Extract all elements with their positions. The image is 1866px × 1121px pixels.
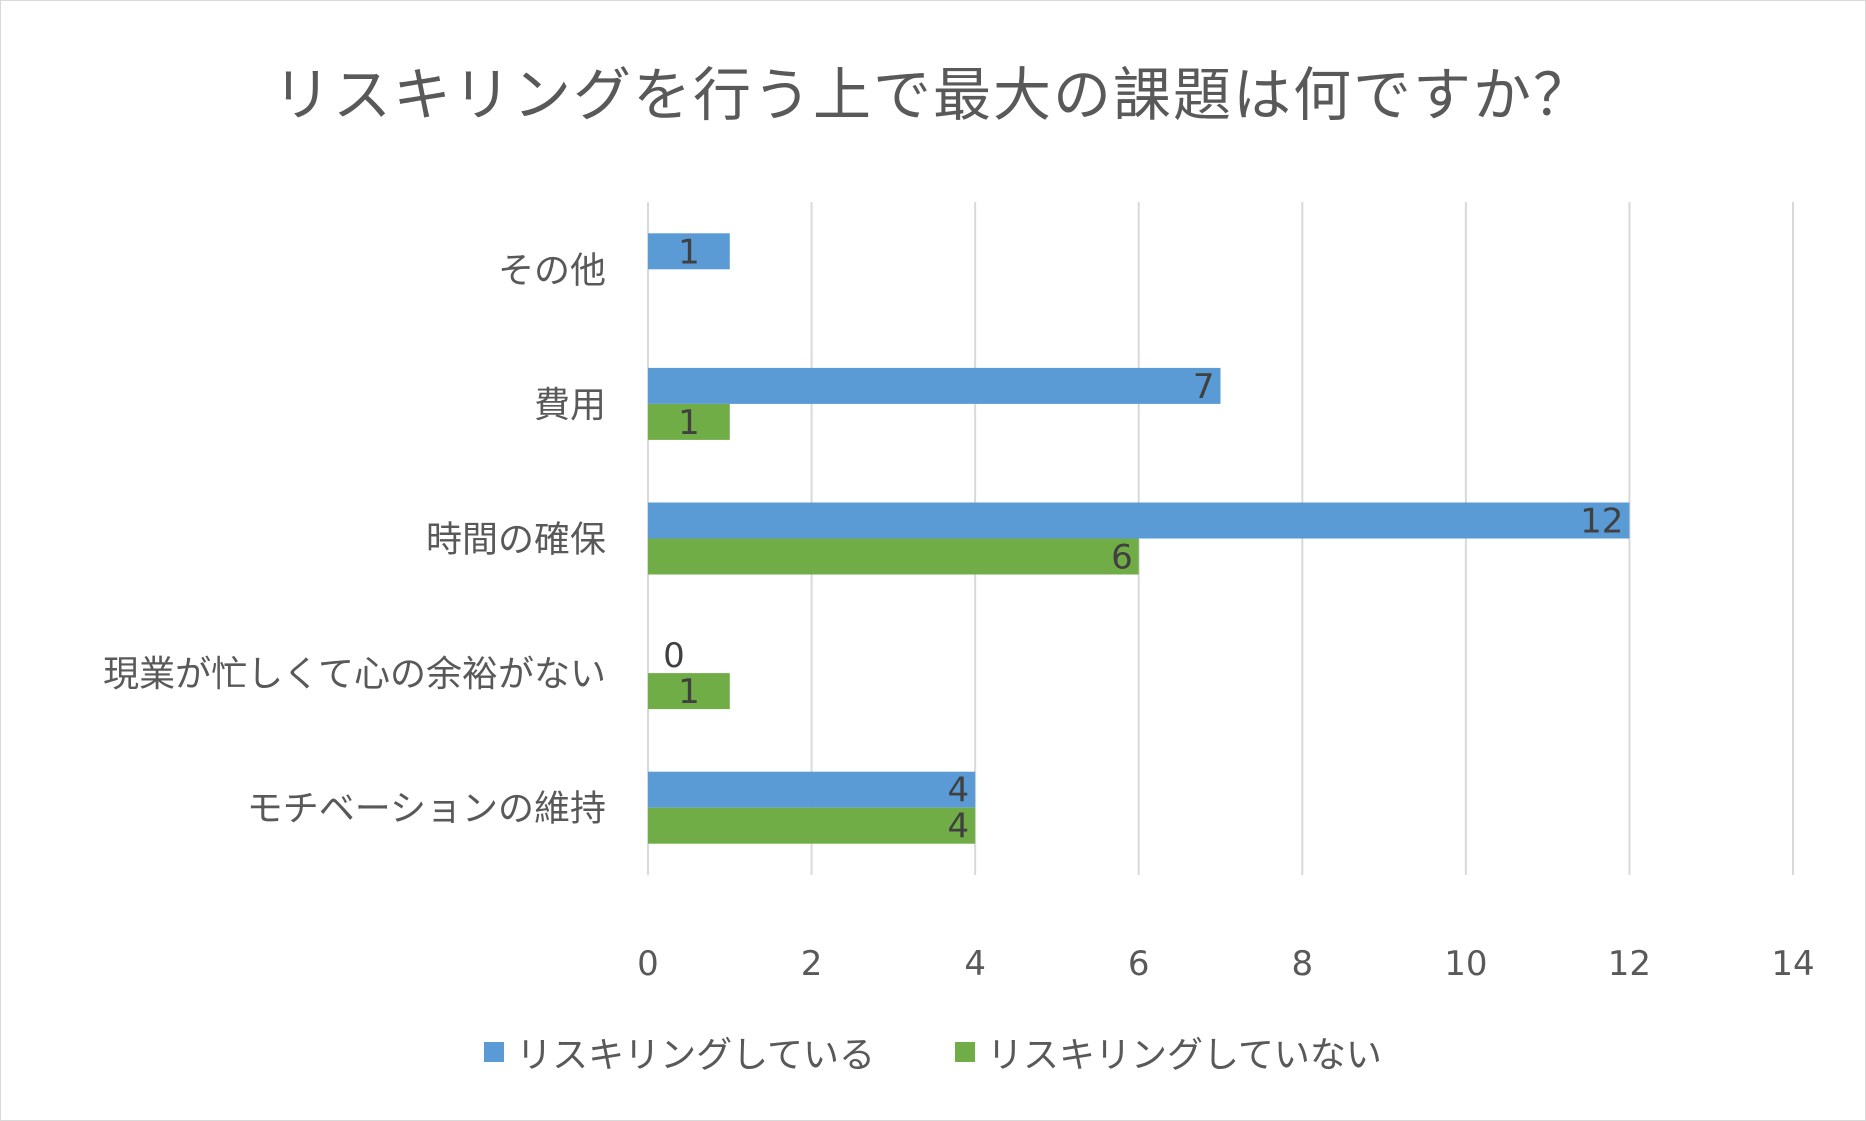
data-label-2-1: 1 — [678, 403, 700, 443]
data-label-1-0: 1 — [678, 232, 700, 272]
x-tick-label-10: 10 — [1444, 944, 1487, 984]
x-tick-label-0: 0 — [637, 944, 659, 984]
bar-2-3 — [648, 673, 730, 710]
bar-2-1 — [648, 403, 730, 440]
data-label-1-2: 12 — [1580, 502, 1623, 542]
legend: リスキリングしている リスキリングしていない — [0, 1026, 1866, 1078]
x-tick-label-6: 6 — [1128, 944, 1150, 984]
legend-label-series-1: リスキリングしている — [516, 1035, 875, 1076]
bar-1-2 — [648, 502, 1630, 539]
category-label-1: 費用 — [534, 385, 606, 426]
bar-1-1 — [648, 367, 1221, 404]
bar-2-2 — [648, 538, 1139, 575]
legend-swatch-series-2 — [955, 1042, 975, 1062]
x-tick-label-14: 14 — [1771, 944, 1814, 984]
data-label-2-3: 1 — [678, 672, 700, 712]
bar-1-4 — [648, 771, 976, 808]
category-label-4: モチベーションの維持 — [247, 789, 606, 830]
bar-1-0 — [648, 233, 730, 270]
bar-2-4 — [648, 807, 976, 844]
legend-label-series-2: リスキリングしていない — [987, 1035, 1382, 1076]
chart-title: リスキリングを行う上で最大の課題は何ですか？ — [272, 61, 1593, 129]
data-label-2-2: 6 — [1111, 538, 1133, 578]
category-label-0: その他 — [498, 250, 606, 291]
x-tick-label-8: 8 — [1291, 944, 1313, 984]
x-tick-label-12: 12 — [1608, 944, 1651, 984]
data-label-1-3: 0 — [663, 636, 685, 676]
data-label-2-4: 4 — [948, 807, 970, 847]
legend-item-series-2: リスキリングしていない — [955, 1026, 1382, 1078]
x-tick-labels: 0 2 4 6 8 10 12 14 — [637, 944, 1814, 984]
data-label-1-4: 4 — [948, 771, 970, 811]
data-label-1-1: 7 — [1193, 367, 1215, 407]
category-label-3: 現業が忙しくて心の余裕がない — [103, 654, 606, 695]
bars — [648, 233, 1630, 844]
x-tick-label-2: 2 — [801, 944, 823, 984]
category-label-2: 時間の確保 — [426, 520, 606, 561]
legend-item-series-1: リスキリングしている — [484, 1026, 875, 1078]
x-tick-label-4: 4 — [964, 944, 986, 984]
legend-swatch-series-1 — [484, 1042, 505, 1062]
